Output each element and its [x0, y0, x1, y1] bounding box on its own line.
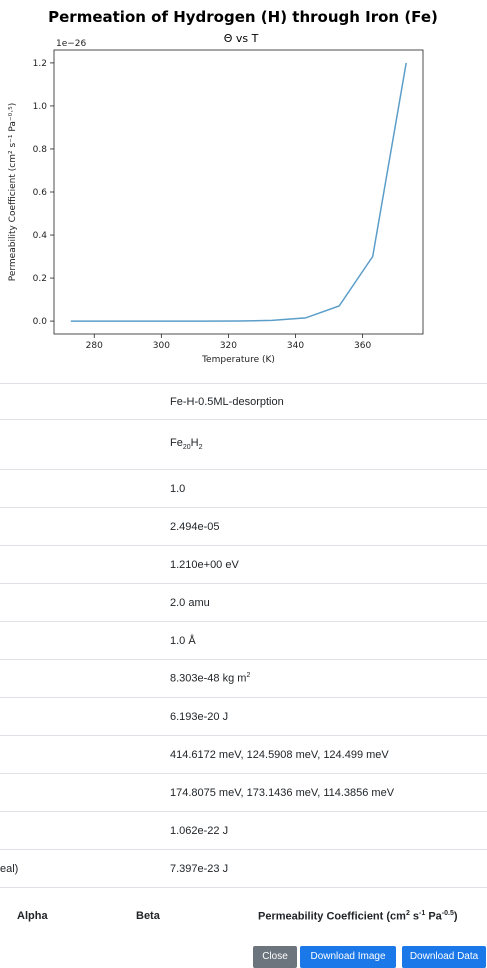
- info-value: 1.062e-22 J: [156, 811, 487, 850]
- y-tick-label: 0.6: [33, 188, 48, 198]
- x-tick-label: 280: [86, 341, 103, 351]
- info-row: 1.0 Å: [0, 621, 487, 660]
- info-label: eal): [0, 849, 156, 888]
- y-tick-label: 0.8: [33, 145, 48, 155]
- info-row: Fe-H-0.5ML-desorption: [0, 383, 487, 420]
- info-label: [0, 469, 156, 508]
- info-label: [0, 383, 156, 420]
- info-label: [0, 773, 156, 812]
- info-value: 1.0 Å: [156, 621, 487, 660]
- info-row: Fe20H2: [0, 419, 487, 470]
- info-value: 174.8075 meV, 173.1436 meV, 114.3856 meV: [156, 773, 487, 812]
- permeability-series-line: [70, 62, 407, 322]
- info-table: Fe-H-0.5ML-desorption Fe20H2 1.0 2.494e-05 1…: [0, 383, 487, 888]
- info-value: 2.494e-05: [156, 507, 487, 546]
- y-tick-label: 1.2: [33, 59, 47, 69]
- info-label: [0, 735, 156, 774]
- info-row: 2.494e-05: [0, 507, 487, 546]
- y-axis-label: Permeability Coefficient (cm² s⁻¹ Pa⁻⁰·⁵…: [8, 103, 18, 282]
- x-axis-label: Temperature (K): [201, 355, 275, 365]
- chart-subtitle: Θ vs T: [224, 32, 259, 45]
- y-tick-label: 0.0: [33, 317, 48, 327]
- x-tick-label: 300: [153, 341, 170, 351]
- info-value: 414.6172 meV, 124.5908 meV, 124.499 meV: [156, 735, 487, 774]
- y-tick-label: 0.4: [33, 231, 48, 241]
- results-header: Alpha Beta Permeability Coefficient (cm2…: [0, 908, 487, 928]
- info-label: [0, 507, 156, 546]
- x-tick-label: 360: [354, 341, 371, 351]
- close-button[interactable]: Close: [253, 946, 297, 968]
- download-data-button[interactable]: Download Data: [402, 946, 486, 968]
- info-value: Fe20H2: [156, 419, 487, 470]
- info-label: [0, 583, 156, 622]
- info-label: [0, 697, 156, 736]
- y-tick-label: 0.2: [33, 274, 47, 284]
- info-row: eal) 7.397e-23 J: [0, 849, 487, 888]
- beta-header: Beta: [136, 910, 160, 922]
- info-row: 8.303e-48 kg m2: [0, 659, 487, 698]
- download-image-button[interactable]: Download Image: [300, 946, 396, 968]
- info-row: 1.062e-22 J: [0, 811, 487, 850]
- info-row: 1.0: [0, 469, 487, 508]
- info-value: Fe-H-0.5ML-desorption: [156, 383, 487, 420]
- info-value: 2.0 amu: [156, 583, 487, 622]
- alpha-header: Alpha: [17, 910, 48, 922]
- info-label: [0, 419, 156, 470]
- permeation-chart: Permeation of Hydrogen (H) through Iron …: [0, 0, 487, 380]
- y-tick-label: 1.0: [33, 102, 48, 112]
- info-label: [0, 621, 156, 660]
- info-value: 8.303e-48 kg m2: [156, 659, 487, 698]
- info-value: 7.397e-23 J: [156, 849, 487, 888]
- y-offset-label: 1e−26: [56, 39, 87, 49]
- info-row: 1.210e+00 eV: [0, 545, 487, 584]
- info-value: 1.0: [156, 469, 487, 508]
- info-row: 414.6172 meV, 124.5908 meV, 124.499 meV: [0, 735, 487, 774]
- info-value: 6.193e-20 J: [156, 697, 487, 736]
- chart-title: Permeation of Hydrogen (H) through Iron …: [48, 8, 438, 26]
- info-label: [0, 545, 156, 584]
- info-row: 6.193e-20 J: [0, 697, 487, 736]
- chart-svg: Permeation of Hydrogen (H) through Iron …: [8, 8, 438, 365]
- info-row: 2.0 amu: [0, 583, 487, 622]
- permeability-header: Permeability Coefficient (cm2 s-1 Pa-0.5…: [258, 910, 458, 923]
- x-tick-label: 340: [287, 341, 304, 351]
- info-label: [0, 811, 156, 850]
- action-buttons: Close Download Image Download Data: [0, 946, 487, 968]
- plot-frame: [53, 49, 424, 335]
- info-row: 174.8075 meV, 173.1436 meV, 114.3856 meV: [0, 773, 487, 812]
- info-value: 1.210e+00 eV: [156, 545, 487, 584]
- x-tick-label: 320: [220, 341, 237, 351]
- info-label: [0, 659, 156, 698]
